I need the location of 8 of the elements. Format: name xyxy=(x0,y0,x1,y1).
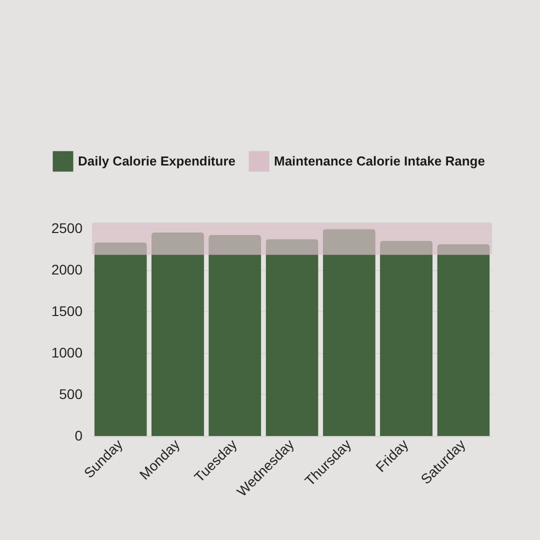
y-tick-label: 1500 xyxy=(51,302,83,319)
legend-label: Maintenance Calorie Intake Range xyxy=(274,153,485,168)
y-tick-label: 2000 xyxy=(51,261,83,278)
y-tick-label: 0 xyxy=(74,428,83,444)
y-tick-label: 500 xyxy=(59,386,83,402)
legend-label: Daily Calorie Expenditure xyxy=(78,153,236,168)
y-tick-label: 2500 xyxy=(51,220,83,236)
y-tick-label: 1000 xyxy=(51,344,83,360)
